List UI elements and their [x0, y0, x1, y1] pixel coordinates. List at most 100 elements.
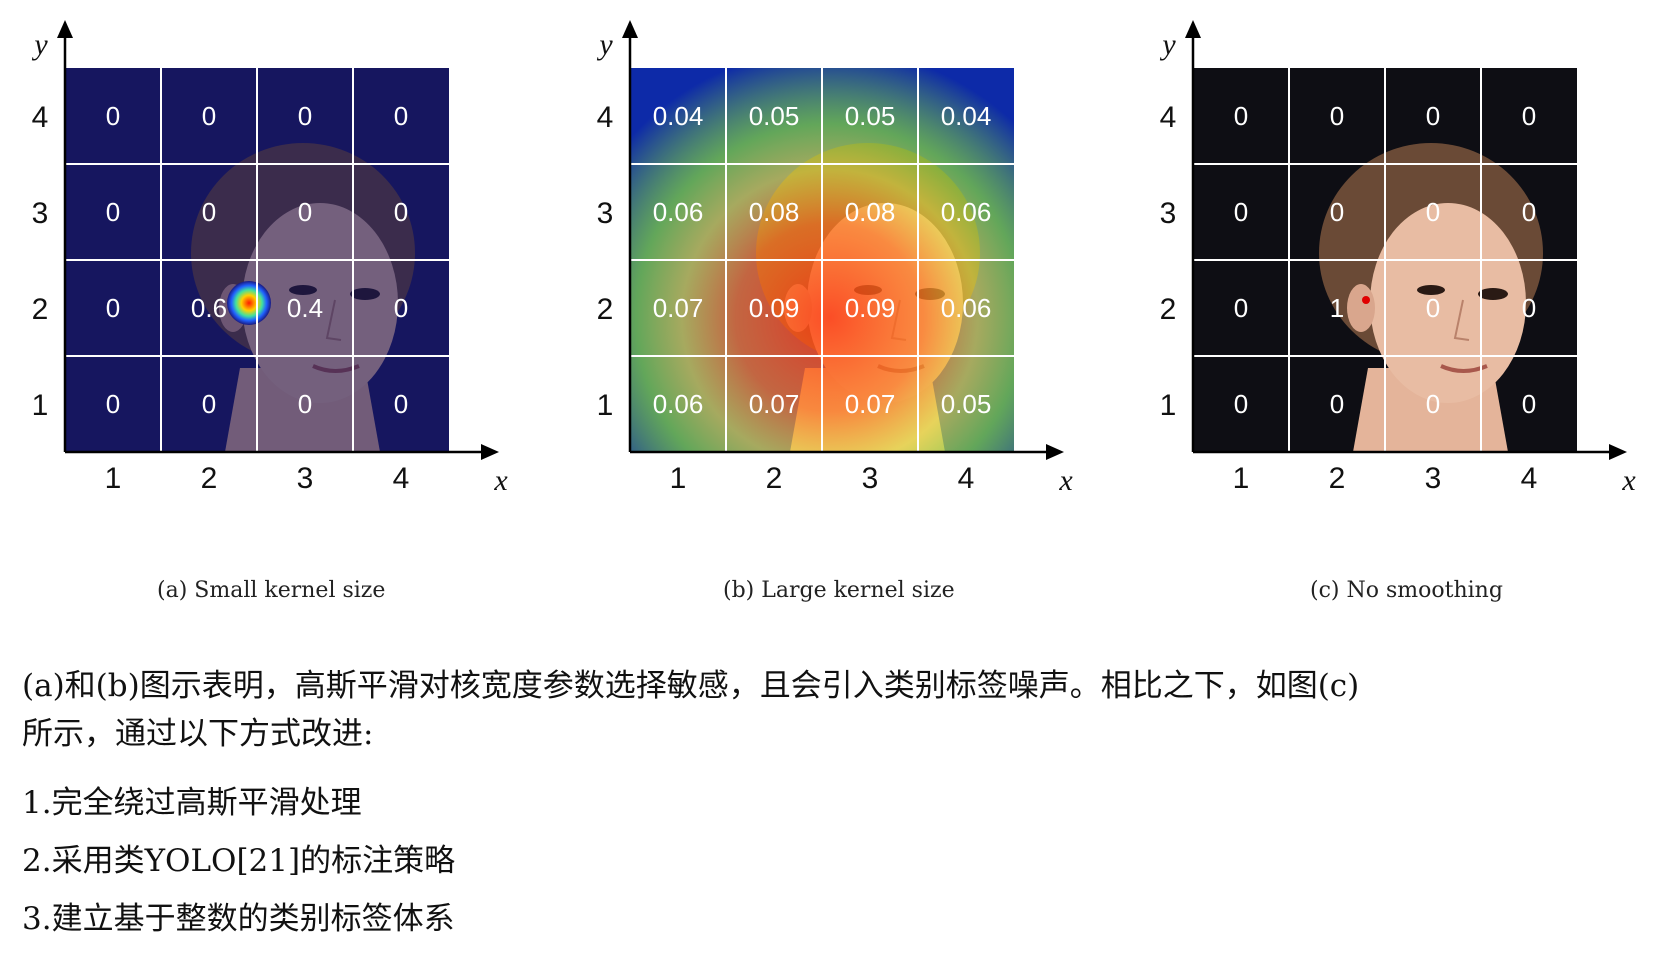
list-item-2: 2.采用类YOLO[21]的标注策略	[22, 843, 456, 879]
cell-value: 0.05	[845, 101, 896, 131]
eye-right	[1478, 288, 1508, 300]
x-tick-label: 1	[670, 462, 687, 495]
cell-value: 0	[106, 293, 120, 323]
x-axis-arrow	[481, 444, 499, 460]
cell-value: 0	[394, 101, 408, 131]
y-tick-label: 4	[32, 101, 49, 134]
cell-value: 0	[202, 389, 216, 419]
figure-panel-b: 0.04 0.05 0.05 0.04 0.06 0.08 0.08 0.06 0.07 0.09…	[585, 20, 1085, 520]
gaussian-hotspot	[227, 281, 271, 325]
grid-figure-a: 0 0 0 0 0 0 0 0 0 0.6 0.4 0 0 0 0 0 1 2 3 4 1 2 3 4 x y	[31, 20, 508, 497]
cell-value: 0	[202, 197, 216, 227]
cell-value: 0	[106, 101, 120, 131]
x-tick-label: 4	[958, 462, 975, 495]
x-tick-label: 2	[201, 462, 218, 495]
y-tick-label: 2	[1160, 293, 1177, 326]
y-axis-label: y	[596, 28, 613, 61]
y-tick-label: 2	[32, 293, 49, 326]
cell-value: 0	[1426, 389, 1440, 419]
y-tick-label: 4	[1160, 101, 1177, 134]
caption-a: (a) Small kernel size	[157, 578, 386, 603]
figure-panel-c: 0 0 0 0 0 0 0 0 0 1 0 0 0 0 0 0 1 2 3 4 1 2 3 4 x y	[1148, 20, 1648, 520]
cell-value: 0	[1234, 293, 1248, 323]
cell-value: 0	[298, 101, 312, 131]
y-tick-label: 1	[597, 389, 614, 422]
cell-value: 0	[394, 389, 408, 419]
y-axis-arrow	[622, 20, 638, 38]
list-item-3: 3.建立基于整数的类别标签体系	[22, 901, 455, 937]
y-tick-label: 1	[32, 389, 49, 422]
cell-value: 0	[1330, 101, 1344, 131]
cell-value: 0	[298, 197, 312, 227]
cell-value: 0.08	[749, 197, 800, 227]
cell-value: 0	[1330, 197, 1344, 227]
cell-value: 0.6	[191, 293, 227, 323]
x-tick-label: 3	[1425, 462, 1442, 495]
y-tick-label: 3	[32, 197, 49, 230]
x-tick-label: 2	[1329, 462, 1346, 495]
cell-value: 0.05	[749, 101, 800, 131]
cell-value: 0	[298, 389, 312, 419]
cell-value: 0.06	[653, 197, 704, 227]
cell-value: 0.09	[845, 293, 896, 323]
cell-value: 0.06	[941, 293, 992, 323]
cell-value: 0	[1234, 389, 1248, 419]
cell-value: 0	[394, 197, 408, 227]
caption-c: (c) No smoothing	[1310, 578, 1503, 603]
y-tick-label: 1	[1160, 389, 1177, 422]
face-shape	[1370, 203, 1526, 403]
cell-value: 0	[1426, 293, 1440, 323]
cell-value: 0.4	[287, 293, 323, 323]
x-axis-label: x	[493, 464, 508, 497]
cell-value: 0.06	[941, 197, 992, 227]
x-tick-label: 3	[862, 462, 879, 495]
grid-figure-b: 0.04 0.05 0.05 0.04 0.06 0.08 0.08 0.06 0.07 0.09…	[596, 20, 1073, 497]
cell-value: 0.07	[653, 293, 704, 323]
list-item-1: 1.完全绕过高斯平滑处理	[22, 785, 362, 821]
cell-value: 0	[106, 389, 120, 419]
y-axis-label: y	[31, 28, 48, 61]
nose-line	[1453, 299, 1470, 341]
cell-value: 0	[1522, 389, 1536, 419]
eye-left	[1417, 285, 1445, 295]
y-tick-label: 2	[597, 293, 614, 326]
paragraph-line-2: 所示，通过以下方式改进:	[22, 716, 374, 752]
face-photo	[1319, 143, 1543, 452]
cell-value: 0	[1522, 101, 1536, 131]
cell-value: 1	[1330, 293, 1344, 323]
x-axis-label: x	[1621, 464, 1636, 497]
cell-value: 0.04	[653, 101, 704, 131]
caption-b: (b) Large kernel size	[723, 578, 955, 603]
paragraph-line-1: (a)和(b)图示表明，高斯平滑对核宽度参数选择敏感，且会引入类别标签噪声。相比…	[22, 668, 1360, 704]
y-axis-arrow	[57, 20, 73, 38]
x-tick-label: 1	[105, 462, 122, 495]
x-axis-arrow	[1046, 444, 1064, 460]
y-tick-label: 3	[597, 197, 614, 230]
y-axis-label: y	[1159, 28, 1176, 61]
cell-value: 0	[1522, 293, 1536, 323]
cell-value: 0.08	[845, 197, 896, 227]
cell-value: 0.09	[749, 293, 800, 323]
figure-panel-a: 0 0 0 0 0 0 0 0 0 0.6 0.4 0 0 0 0 0 1 2 3 4 1 2 3 4 x y	[20, 20, 520, 520]
cell-value: 0	[1522, 197, 1536, 227]
cell-value: 0	[106, 197, 120, 227]
cell-value: 0.05	[941, 389, 992, 419]
x-tick-label: 3	[297, 462, 314, 495]
x-tick-label: 2	[766, 462, 783, 495]
y-tick-label: 3	[1160, 197, 1177, 230]
y-axis-arrow	[1185, 20, 1201, 38]
x-axis-label: x	[1058, 464, 1073, 497]
y-tick-label: 4	[597, 101, 614, 134]
x-tick-label: 4	[393, 462, 410, 495]
cell-value: 0.04	[941, 101, 992, 131]
x-tick-label: 1	[1233, 462, 1250, 495]
cell-value: 0	[394, 293, 408, 323]
cell-value: 0	[202, 101, 216, 131]
ear-shape	[1347, 284, 1375, 332]
cell-value: 0	[1330, 389, 1344, 419]
cell-value: 0.07	[749, 389, 800, 419]
cell-value: 0.06	[653, 389, 704, 419]
x-axis-arrow	[1609, 444, 1627, 460]
cell-value: 0	[1234, 197, 1248, 227]
cell-value: 0	[1234, 101, 1248, 131]
